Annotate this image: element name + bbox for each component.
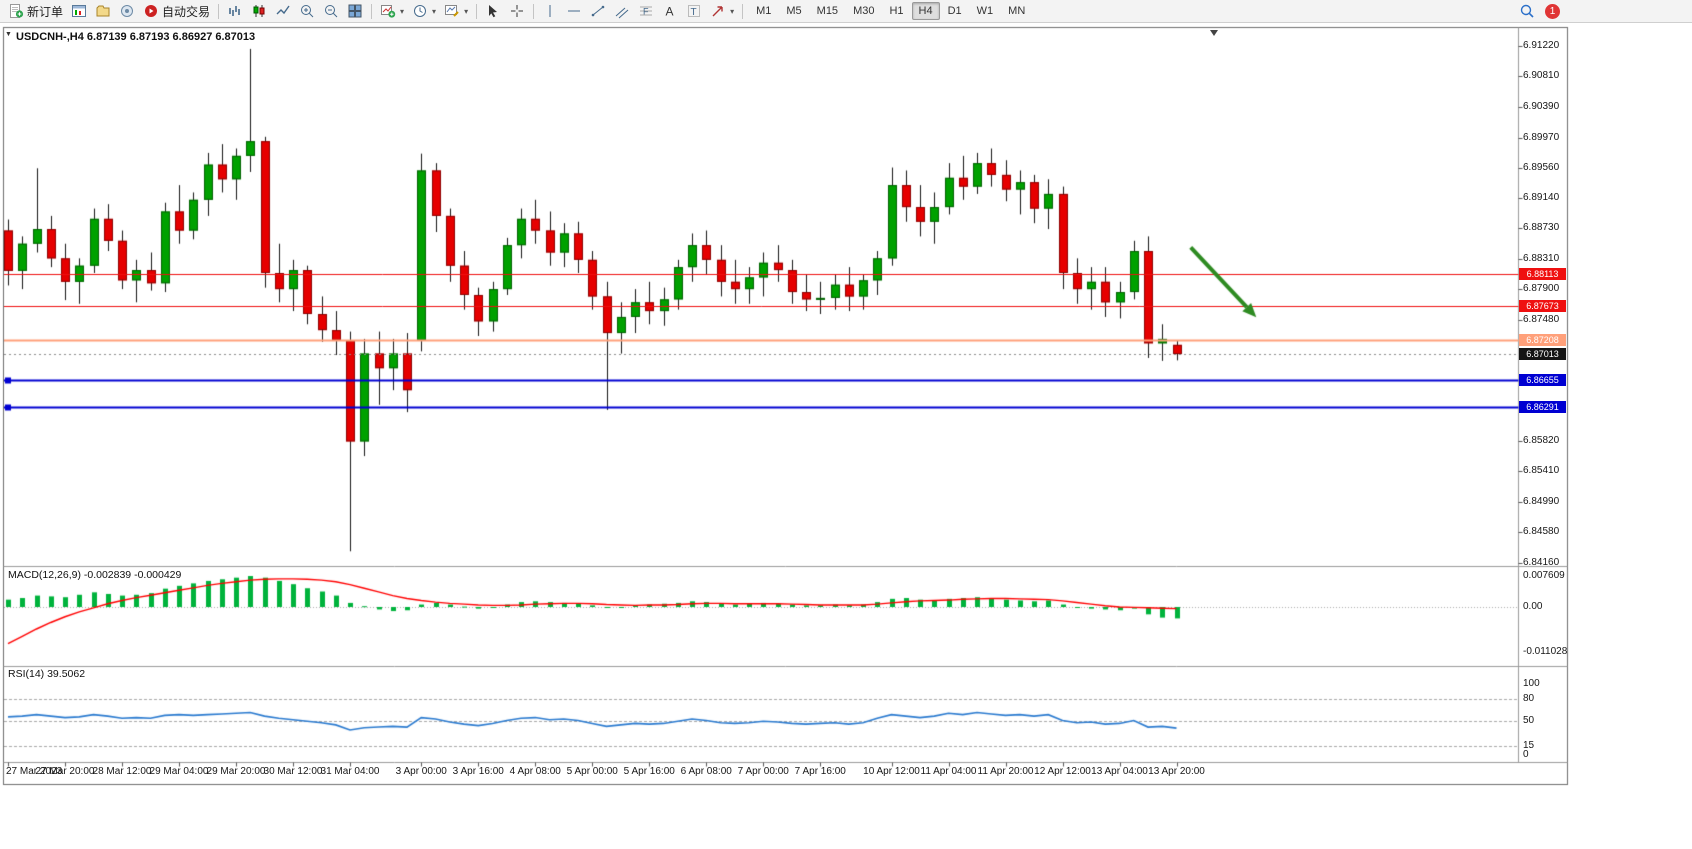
chevron-down-icon: ▾ [730, 6, 735, 16]
chevron-down-icon: ▾ [432, 6, 437, 16]
notification-badge[interactable]: 1 [1545, 3, 1560, 19]
arrows-tool-button[interactable]: ▾ [706, 1, 738, 21]
toolbar: 新订单 自动交易 ▾ ▾ ▾ [0, 0, 1692, 23]
fibonacci-tool-button[interactable]: F [634, 1, 658, 21]
timeframe-button-m15[interactable]: M15 [816, 5, 839, 17]
autotrading-button[interactable]: 自动交易 [139, 1, 214, 21]
arrow-tool-icon [710, 3, 726, 19]
toolbar-separator [533, 3, 535, 19]
bar-chart-icon [227, 3, 243, 19]
timeframe-button-mn[interactable]: MN [1008, 5, 1026, 17]
crosshair-icon [509, 3, 525, 19]
new-order-label: 新订单 [27, 4, 64, 19]
toolbar-separator [742, 3, 744, 19]
bar-chart-button[interactable] [223, 1, 247, 21]
text-tool-button[interactable]: A [658, 1, 682, 21]
cursor-icon [485, 3, 501, 19]
horizontal-line-icon [566, 3, 582, 19]
crosshair-button[interactable] [505, 1, 529, 21]
profiles-button[interactable] [91, 1, 115, 21]
autotrading-icon [143, 3, 159, 19]
text-icon: A [662, 3, 678, 19]
community-circle-icon [119, 3, 135, 19]
timeframe-button-h1[interactable]: H1 [889, 5, 904, 17]
svg-text:F: F [643, 7, 649, 17]
templates-button[interactable]: ▾ [440, 1, 472, 21]
horizontal-line-tool-button[interactable] [562, 1, 586, 21]
rsi-pane-title: RSI(14) 39.5062 [8, 668, 86, 680]
timeframe-button-m5[interactable]: M5 [786, 5, 802, 17]
cursor-button[interactable] [481, 1, 505, 21]
line-chart-button[interactable] [271, 1, 295, 21]
candlestick-chart-icon [251, 3, 267, 19]
label-icon: T [686, 3, 702, 19]
svg-text:A: A [666, 5, 674, 19]
periods-button[interactable]: ▾ [408, 1, 440, 21]
autotrading-label: 自动交易 [162, 4, 211, 19]
open-chart-button[interactable] [67, 1, 91, 21]
svg-text:T: T [691, 7, 697, 18]
trendline-tool-button[interactable] [586, 1, 610, 21]
oneclick-collapse-icon[interactable]: ▼ [5, 31, 12, 38]
timeframe-button-d1[interactable]: D1 [947, 5, 962, 17]
zoom-out-button[interactable] [319, 1, 343, 21]
clock-icon [412, 3, 428, 19]
chart-ohlc-title: USDCNH-,H4 6.87139 6.87193 6.86927 6.870… [16, 31, 255, 43]
channel-tool-button[interactable] [610, 1, 634, 21]
zoom-in-button[interactable] [295, 1, 319, 21]
zoom-in-icon [299, 3, 315, 19]
chart-shift-marker-icon[interactable] [1210, 30, 1218, 36]
vertical-line-tool-button[interactable] [538, 1, 562, 21]
label-tool-button[interactable]: T [682, 1, 706, 21]
chart-symbol-period: USDCNH-,H4 [16, 31, 84, 43]
toolbar-separator [371, 3, 373, 19]
vertical-line-icon [542, 3, 558, 19]
timeframe-button-w1[interactable]: W1 [976, 5, 994, 17]
chart-ohlc-values: 6.87139 6.87193 6.86927 6.87013 [86, 31, 256, 43]
toolbar-separator [218, 3, 220, 19]
new-order-button[interactable]: 新订单 [4, 1, 67, 21]
channel-icon [614, 3, 630, 19]
chevron-down-icon: ▾ [400, 6, 405, 16]
timeframe-button-m30[interactable]: M30 [853, 5, 875, 17]
toolbar-separator [476, 3, 478, 19]
new-order-icon [8, 3, 24, 19]
zoom-out-icon [323, 3, 339, 19]
fibonacci-icon: F [638, 3, 654, 19]
chart-window-icon [71, 3, 87, 19]
timeframe-group: M1 M5 M15 M30 H1 H4 D1 W1 MN [749, 2, 1032, 20]
macd-pane-title: MACD(12,26,9) -0.002839 -0.000429 [8, 569, 182, 581]
tile-windows-button[interactable] [343, 1, 367, 21]
candlestick-chart-button[interactable] [247, 1, 271, 21]
trendline-icon [590, 3, 606, 19]
template-icon [444, 3, 460, 19]
indicators-icon [380, 3, 396, 19]
community-button[interactable] [115, 1, 139, 21]
search-button[interactable] [1515, 1, 1539, 21]
line-chart-icon [275, 3, 291, 19]
indicators-button[interactable]: ▾ [376, 1, 408, 21]
profiles-folder-icon [95, 3, 111, 19]
chevron-down-icon: ▾ [464, 6, 469, 16]
search-icon [1519, 3, 1535, 19]
timeframe-button-h4[interactable]: H4 [911, 2, 940, 20]
timeframe-button-m1[interactable]: M1 [756, 5, 772, 17]
tile-windows-icon [347, 3, 363, 19]
